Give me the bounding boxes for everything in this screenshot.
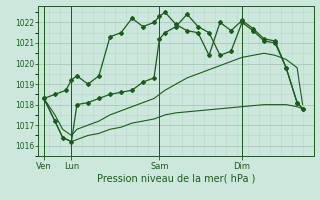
X-axis label: Pression niveau de la mer( hPa ): Pression niveau de la mer( hPa ) xyxy=(97,173,255,183)
